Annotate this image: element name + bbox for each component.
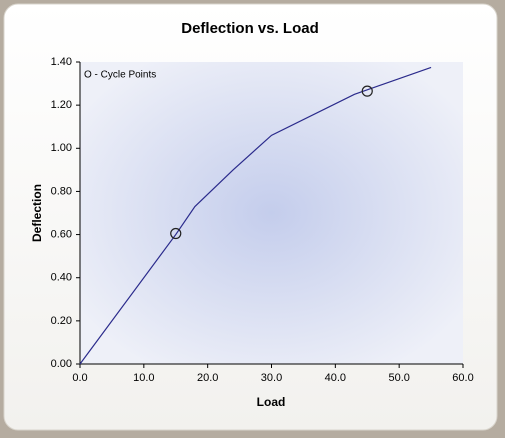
x-tick-label: 40.0	[325, 372, 346, 384]
y-tick-label: 0.00	[51, 358, 72, 370]
cycle-point	[361, 85, 373, 97]
y-tick-label: 0.40	[51, 272, 72, 284]
x-tick-label: 30.0	[261, 372, 282, 384]
y-tick-label: 0.80	[51, 185, 72, 197]
y-axis-label: Deflection	[30, 184, 44, 242]
x-tick-label: 0.0	[72, 372, 87, 384]
y-tick-label: 1.20	[51, 99, 72, 111]
annotation: O - Cycle Points	[84, 70, 156, 81]
x-tick-label: 50.0	[388, 372, 409, 384]
y-tick-label: 0.60	[51, 228, 72, 240]
y-tick-label: 1.40	[51, 56, 72, 68]
y-tick-label: 1.00	[51, 142, 72, 154]
x-tick-label: 10.0	[133, 372, 154, 384]
cycle-point	[170, 227, 182, 240]
plot-area	[80, 62, 463, 364]
y-tick-label: 0.20	[51, 315, 72, 327]
x-axis-label: Load	[257, 395, 286, 409]
line	[79, 66, 432, 365]
x-tick-label: 20.0	[197, 372, 218, 384]
x-tick-label: 60.0	[452, 372, 473, 384]
chart-title: Deflection vs. Load	[181, 20, 319, 37]
